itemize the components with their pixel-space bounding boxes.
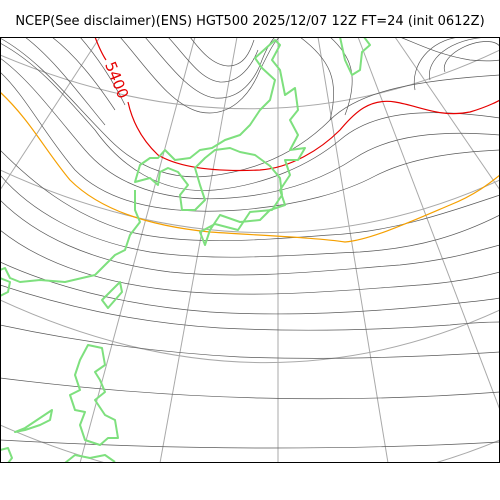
- longitude-line: [0, 37, 101, 191]
- height-contour: [0, 377, 500, 400]
- height-contour: [399, 37, 500, 62]
- height-contour: [0, 261, 500, 315]
- coastline-segment: [64, 454, 116, 463]
- coastline-segment: [0, 277, 11, 297]
- longitude-line: [317, 37, 389, 463]
- graticule: [0, 37, 500, 463]
- height-contour-5700: [0, 91, 500, 243]
- height-contour: [329, 37, 353, 116]
- height-contour: [0, 37, 500, 178]
- plot-background: [0, 37, 500, 463]
- height-contour: [299, 37, 335, 121]
- coastline-segment: [69, 344, 119, 446]
- height-contour: [0, 199, 500, 276]
- height-contour: [0, 439, 500, 449]
- height-contour: [0, 284, 500, 331]
- longitude-line: [357, 37, 500, 411]
- height-contour: [0, 71, 500, 212]
- coastline: [0, 37, 371, 463]
- height-contour: [0, 229, 500, 295]
- height-contour: [119, 37, 281, 114]
- height-contour: [0, 174, 500, 258]
- figure-title: NCEP(See disclaimer)(ENS) HGT500 2025/12…: [15, 14, 485, 29]
- height-contour: [167, 37, 259, 83]
- latitude-line: [0, 299, 500, 364]
- latitude-line: [0, 49, 500, 110]
- height-contour: [79, 37, 126, 106]
- coastline-segment: [0, 447, 13, 463]
- coastline-segment: [101, 281, 123, 309]
- height-contour: [0, 324, 500, 359]
- height-contours: [0, 37, 500, 449]
- height-contour: [51, 37, 116, 111]
- height-contour: [189, 37, 255, 67]
- coastline-segment: [339, 37, 371, 76]
- height-contour: [443, 41, 500, 73]
- coastline-segment: [0, 190, 141, 283]
- longitude-line: [159, 37, 238, 463]
- longitude-line: [79, 37, 196, 463]
- height-contour: [0, 57, 500, 200]
- height-contour: [413, 37, 461, 91]
- coastline-segment: [134, 39, 306, 246]
- latitude-line: [0, 169, 500, 234]
- coastline-segment: [14, 409, 53, 433]
- height-contour: [24, 37, 106, 126]
- latitude-line: [0, 424, 500, 463]
- height-contour: [0, 149, 500, 242]
- height-contour: [0, 42, 500, 191]
